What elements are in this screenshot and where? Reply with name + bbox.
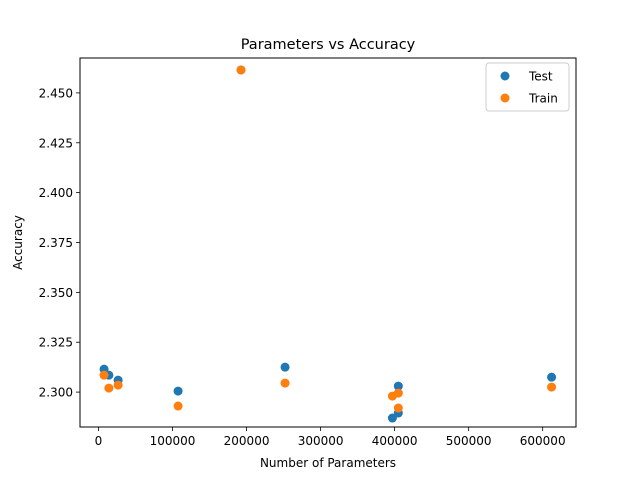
legend-marker-train [500,93,510,103]
data-point-test [393,381,403,391]
chart-title: Parameters vs Accuracy [241,37,416,53]
y-tick-label: 2.375 [39,236,73,250]
legend: Test Train [485,62,570,112]
y-tick-label: 2.325 [39,336,73,350]
data-point-train [236,65,246,75]
data-point-train [99,370,109,380]
series-train [99,65,557,413]
data-point-train [547,382,557,392]
x-tick-label: 200000 [224,434,270,448]
data-point-test [547,372,557,382]
x-tick-label: 100000 [150,434,196,448]
data-points [99,65,557,423]
data-point-test [280,362,290,372]
x-tick-label: 600000 [520,434,566,448]
x-axis-label: Number of Parameters [260,456,396,470]
x-tick-label: 500000 [446,434,492,448]
y-tick-label: 2.425 [39,136,73,150]
x-tick-label: 0 [95,434,103,448]
data-point-test [387,413,397,423]
data-point-train [393,403,403,413]
legend-marker-test [500,71,510,81]
y-tick-label: 2.350 [39,286,73,300]
data-point-test [173,386,183,396]
data-point-train [393,388,403,398]
x-tick-label: 300000 [298,434,344,448]
y-tick-label: 2.400 [39,186,73,200]
y-axis-label: Accuracy [11,215,25,270]
data-point-train [113,380,123,390]
x-tick-label: 400000 [372,434,418,448]
y-tick-label: 2.300 [39,386,73,400]
y-axis-ticks: 2.300 2.325 2.350 2.375 2.400 2.425 2.450 [39,86,80,400]
legend-label-test: Test [528,70,553,84]
legend-label-train: Train [528,92,558,106]
data-point-train [173,401,183,411]
x-axis-ticks: 0 100000 200000 300000 400000 500000 600000 [95,427,566,448]
y-tick-label: 2.450 [39,86,73,100]
data-point-train [104,383,114,393]
plot-frame [79,57,577,428]
data-point-train [280,378,290,388]
